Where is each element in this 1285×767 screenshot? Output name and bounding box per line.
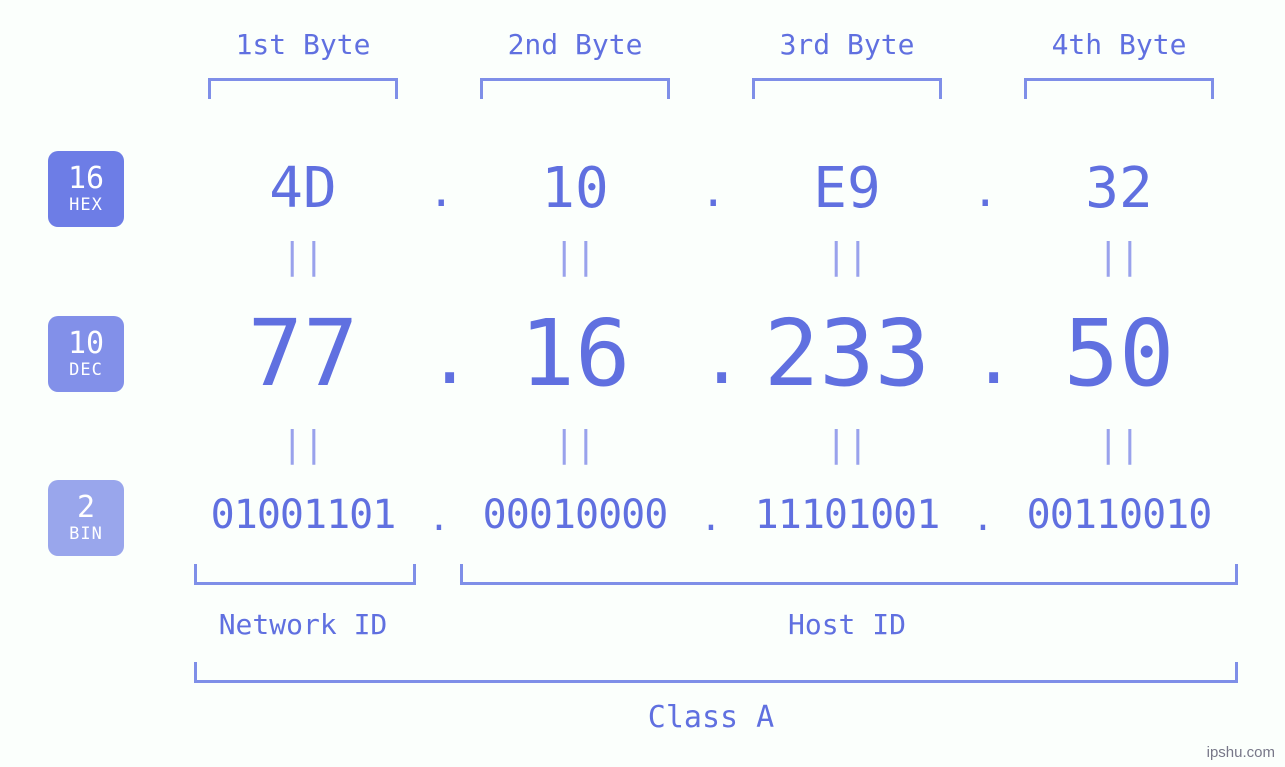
badge-dec-base: 10 xyxy=(68,328,104,360)
equals-icon: || xyxy=(450,424,700,465)
byte-label-4: 4th Byte xyxy=(994,28,1244,61)
byte-col-3: 3rd Byte E9 || 233 || 11101001 xyxy=(722,0,972,767)
badge-dec-label: DEC xyxy=(69,362,103,380)
class-bracket xyxy=(194,662,1238,683)
badge-hex-base: 16 xyxy=(68,163,104,195)
byte-label-2: 2nd Byte xyxy=(450,28,700,61)
byte-col-1: 1st Byte 4D || 77 || 01001101 xyxy=(178,0,428,767)
top-bracket-1 xyxy=(208,78,398,99)
network-id-bracket xyxy=(194,564,416,585)
badge-hex-label: HEX xyxy=(69,197,103,215)
equals-icon: || xyxy=(450,236,700,277)
equals-icon: || xyxy=(994,424,1244,465)
equals-icon: || xyxy=(178,236,428,277)
bin-value-2: 00010000 xyxy=(450,492,700,538)
badge-bin-base: 2 xyxy=(77,492,95,524)
dot-separator: . xyxy=(700,166,722,217)
hex-value-2: 10 xyxy=(450,156,700,221)
byte-label-3: 3rd Byte xyxy=(722,28,972,61)
host-id-bracket xyxy=(460,564,1238,585)
class-label: Class A xyxy=(178,700,1244,735)
badge-bin-label: BIN xyxy=(69,526,103,544)
equals-icon: || xyxy=(994,236,1244,277)
dec-value-4: 50 xyxy=(994,300,1244,407)
equals-icon: || xyxy=(722,236,972,277)
dot-separator: . xyxy=(700,316,722,400)
dec-value-1: 77 xyxy=(178,300,428,407)
dot-separator: . xyxy=(428,498,450,539)
byte-label-1: 1st Byte xyxy=(178,28,428,61)
top-bracket-2 xyxy=(480,78,670,99)
byte-col-4: 4th Byte 32 || 50 || 00110010 xyxy=(994,0,1244,767)
dec-value-2: 16 xyxy=(450,300,700,407)
dot-separator: . xyxy=(700,498,722,539)
dot-separator: . xyxy=(972,316,994,400)
bin-value-4: 00110010 xyxy=(994,492,1244,538)
bin-value-1: 01001101 xyxy=(178,492,428,538)
top-bracket-4 xyxy=(1024,78,1214,99)
hex-value-1: 4D xyxy=(178,156,428,221)
hex-value-4: 32 xyxy=(994,156,1244,221)
dec-value-3: 233 xyxy=(722,300,972,407)
top-bracket-3 xyxy=(752,78,942,99)
byte-col-2: 2nd Byte 10 || 16 || 00010000 xyxy=(450,0,700,767)
equals-icon: || xyxy=(722,424,972,465)
base-badge-dec: 10 DEC xyxy=(48,316,124,392)
network-id-label: Network ID xyxy=(178,608,428,641)
equals-icon: || xyxy=(178,424,428,465)
dot-separator: . xyxy=(972,166,994,217)
bin-value-3: 11101001 xyxy=(722,492,972,538)
base-badge-hex: 16 HEX xyxy=(48,151,124,227)
host-id-label: Host ID xyxy=(450,608,1244,641)
dot-separator: . xyxy=(428,166,450,217)
dot-separator: . xyxy=(428,316,450,400)
ip-grid: 1st Byte 4D || 77 || 01001101 2nd Byte 1… xyxy=(178,0,1238,767)
watermark: ipshu.com xyxy=(1207,744,1275,761)
hex-value-3: E9 xyxy=(722,156,972,221)
base-badge-bin: 2 BIN xyxy=(48,480,124,556)
dot-separator: . xyxy=(972,498,994,539)
